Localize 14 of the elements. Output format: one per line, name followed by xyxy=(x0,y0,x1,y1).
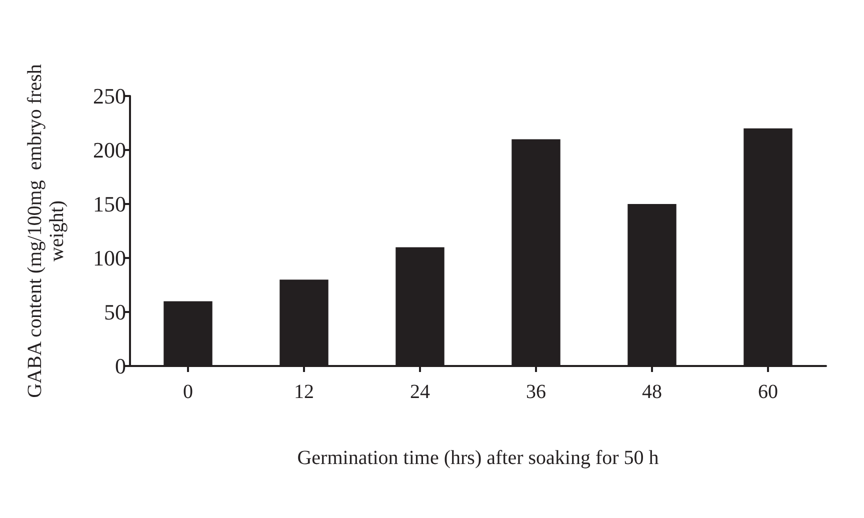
y-tick-label: 200 xyxy=(93,138,126,162)
x-tick-label: 12 xyxy=(294,381,314,403)
x-tick-label: 0 xyxy=(183,381,193,403)
x-tick-label: 36 xyxy=(526,381,546,403)
x-tick-label: 60 xyxy=(758,381,778,403)
x-tick-label: 48 xyxy=(642,381,662,403)
y-axis-title: GABA content (mg/100mg embryo fresh weight) xyxy=(24,64,68,398)
y-tick-label: 0 xyxy=(115,354,126,378)
y-tick-label: 50 xyxy=(104,300,126,324)
y-tick-label: 250 xyxy=(93,84,126,108)
y-tick-label: 150 xyxy=(93,192,126,216)
x-tick-label: 24 xyxy=(410,381,430,403)
y-tick-label: 100 xyxy=(93,246,126,270)
x-axis-title: Germination time (hrs) after soaking for 50 h xyxy=(297,447,659,469)
